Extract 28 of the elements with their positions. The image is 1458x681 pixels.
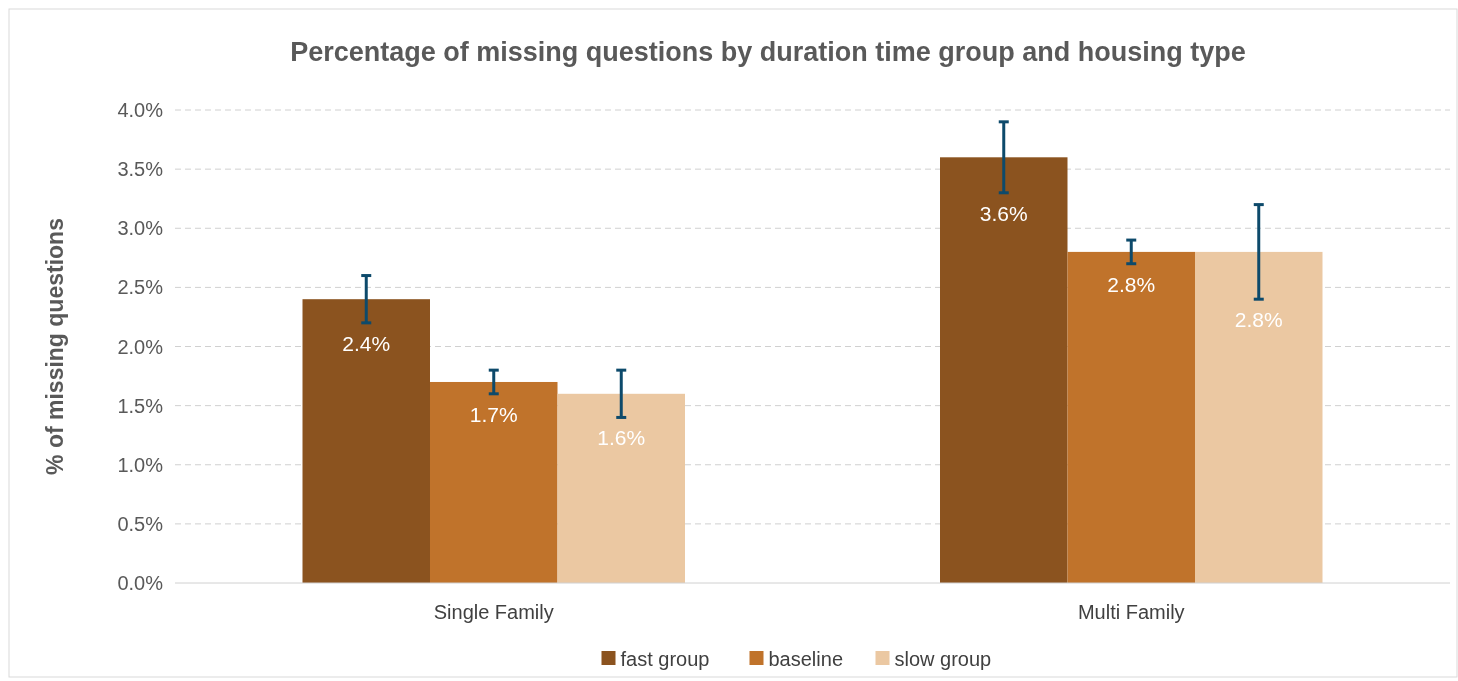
y-tick-label: 1.5% xyxy=(117,394,164,417)
data-label: 1.7% xyxy=(469,402,518,426)
x-tick-label: Single Family xyxy=(433,601,554,623)
legend-label: fast group xyxy=(620,648,710,670)
bar xyxy=(1067,251,1195,583)
y-tick-label: 0.0% xyxy=(117,572,164,594)
legend-label: slow group xyxy=(894,648,992,670)
y-tick-label: 1.0% xyxy=(117,453,164,476)
bar xyxy=(302,299,430,583)
data-label: 2.8% xyxy=(1107,272,1156,296)
y-tick-label: 3.0% xyxy=(117,217,164,240)
bar xyxy=(940,157,1068,583)
bar xyxy=(430,381,558,583)
y-tick-label: 3.5% xyxy=(117,158,164,181)
y-tick-label: 4.0% xyxy=(117,99,164,121)
data-label: 2.8% xyxy=(1234,308,1283,332)
data-label: 2.4% xyxy=(342,331,391,355)
legend-label: baseline xyxy=(768,648,844,670)
y-tick-label: 2.0% xyxy=(117,335,164,358)
bar xyxy=(1195,251,1323,583)
bar xyxy=(557,393,685,583)
y-axis-title: % of missing questions xyxy=(42,218,68,475)
chart-title: Percentage of missing questions by duration time group and housing type xyxy=(290,37,1246,67)
data-label: 1.6% xyxy=(597,426,646,450)
data-label: 3.6% xyxy=(979,201,1028,225)
y-tick-label: 0.5% xyxy=(117,512,164,535)
x-tick-label: Multi Family xyxy=(1077,601,1185,623)
y-tick-label: 2.5% xyxy=(117,276,164,299)
